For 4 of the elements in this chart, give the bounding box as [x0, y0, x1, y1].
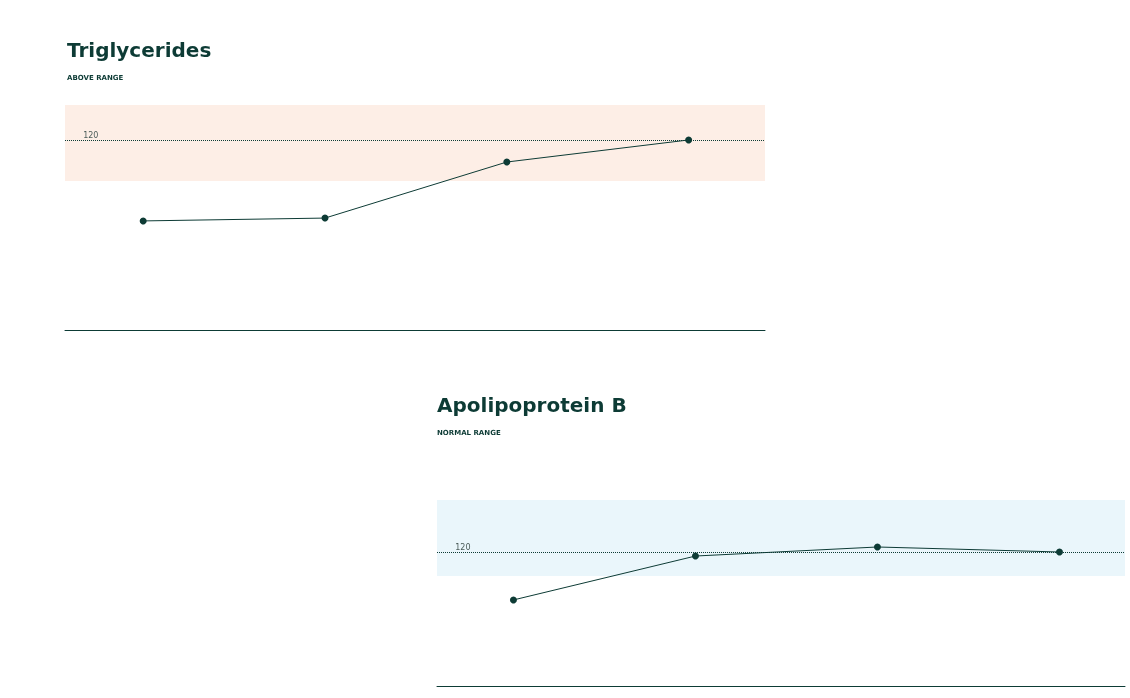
chart-title: Apolipoprotein B	[437, 393, 627, 417]
chart-title: Triglycerides	[67, 38, 212, 62]
annotation: 120	[455, 543, 471, 553]
annotation: 120	[83, 131, 99, 141]
